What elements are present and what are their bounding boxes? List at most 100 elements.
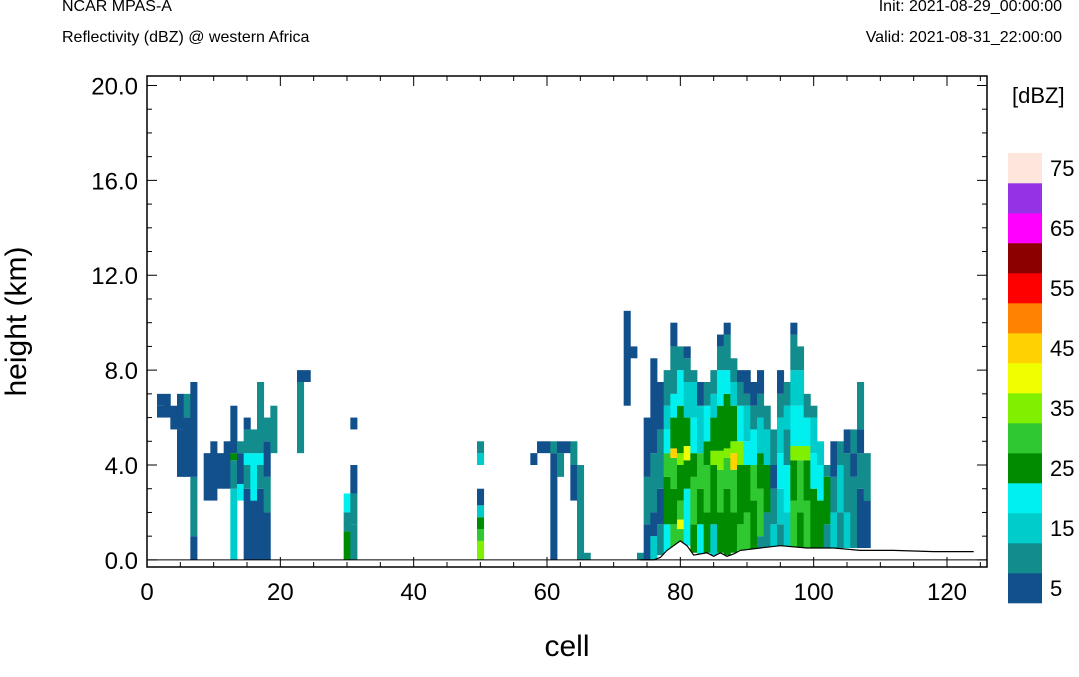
reflectivity-cell	[263, 417, 271, 442]
reflectivity-cell	[250, 500, 258, 560]
reflectivity-cell	[683, 488, 691, 546]
reflectivity-cell	[690, 381, 698, 418]
terrain-fill	[640, 540, 974, 567]
reflectivity-cell	[230, 488, 238, 560]
reflectivity-cell	[723, 488, 731, 556]
reflectivity-cell	[830, 512, 838, 549]
reflectivity-cell	[857, 429, 865, 454]
reflectivity-cell	[583, 552, 591, 560]
reflectivity-cell	[263, 512, 271, 560]
reflectivity-cell	[757, 453, 765, 489]
reflectivity-cell	[350, 524, 358, 560]
x-tick-label: 100	[794, 579, 834, 606]
reflectivity-cell	[657, 429, 665, 489]
reflectivity-cell	[830, 476, 838, 513]
reflectivity-cell	[263, 441, 271, 477]
colorbar-swatch	[1008, 543, 1042, 574]
reflectivity-cell	[777, 370, 785, 394]
reflectivity-cell	[670, 393, 678, 418]
colorbar-label: 55	[1050, 276, 1074, 301]
reflectivity-cell	[737, 370, 745, 382]
reflectivity-cell	[677, 370, 685, 406]
reflectivity-cell	[663, 476, 671, 525]
reflectivity-cell	[350, 465, 358, 494]
reflectivity-cell	[683, 358, 691, 382]
reflectivity-cell	[803, 393, 811, 418]
reflectivity-cell	[190, 381, 198, 477]
reflectivity-cell	[777, 524, 785, 546]
colorbar-swatch	[1008, 513, 1042, 544]
reflectivity-cell	[717, 469, 725, 513]
reflectivity-cell	[857, 488, 865, 549]
colorbar-swatch	[1008, 183, 1042, 214]
reflectivity-cell	[823, 524, 831, 549]
colorbar-swatch	[1008, 243, 1042, 274]
reflectivity-cell	[757, 370, 765, 394]
reflectivity-cell	[703, 512, 711, 553]
reflectivity-cell	[690, 370, 698, 382]
reflectivity-cell	[683, 346, 691, 359]
reflectivity-cell	[723, 457, 731, 489]
reflectivity-cell	[803, 446, 811, 461]
reflectivity-cell	[703, 465, 711, 513]
colorbar-swatch	[1008, 333, 1042, 364]
colorbar-label: 35	[1050, 396, 1074, 421]
colorbar-swatch	[1008, 213, 1042, 244]
reflectivity-cell	[670, 322, 678, 347]
reflectivity-cell	[230, 460, 238, 489]
reflectivity-cell	[743, 393, 751, 406]
reflectivity-cell	[677, 465, 685, 501]
reflectivity-cell	[230, 405, 238, 454]
reflectivity-cell	[530, 453, 538, 465]
reflectivity-cell	[650, 536, 658, 560]
reflectivity-cell	[203, 453, 211, 501]
reflectivity-cell	[630, 346, 638, 359]
x-tick-label: 80	[667, 579, 694, 606]
reflectivity-cell	[663, 405, 671, 430]
y-tick-label: 16.0	[91, 168, 138, 195]
colorbar-swatch	[1008, 363, 1042, 394]
y-tick-label: 4.0	[105, 453, 138, 480]
reflectivity-cell	[243, 453, 251, 465]
reflectivity-cell	[177, 429, 185, 477]
reflectivity-cell	[810, 453, 818, 489]
reflectivity-cell	[350, 417, 358, 430]
reflectivity-cell	[810, 417, 818, 454]
reflectivity-cell	[717, 346, 725, 371]
reflectivity-cell	[250, 453, 258, 501]
reflectivity-cell	[157, 405, 165, 418]
reflectivity-cell	[803, 500, 811, 549]
reflectivity-cell	[790, 322, 798, 335]
reflectivity-cell	[710, 524, 718, 556]
reflectivity-cell	[677, 500, 685, 520]
reflectivity-cell	[683, 460, 691, 489]
reflectivity-cell	[850, 429, 858, 454]
init-time: Init: 2021-08-29_00:00:00	[878, 0, 1062, 15]
reflectivity-cell	[163, 393, 171, 418]
field-subtitle: Reflectivity (dBZ) @ western Africa	[62, 29, 310, 46]
reflectivity-cell	[670, 346, 678, 394]
y-tick-label: 20.0	[91, 73, 138, 100]
reflectivity-cell	[857, 381, 865, 430]
reflectivity-cell	[670, 457, 678, 489]
reflectivity-cell	[730, 405, 738, 442]
reflectivity-cell	[850, 476, 858, 549]
reflectivity-cell	[717, 370, 725, 406]
reflectivity-cell	[850, 453, 858, 477]
reflectivity-cell	[770, 465, 778, 489]
reflectivity-cell	[690, 453, 698, 477]
reflectivity-cell	[790, 460, 798, 501]
reflectivity-cell	[190, 536, 198, 560]
reflectivity-cell	[737, 405, 745, 442]
reflectivity-cell	[763, 512, 771, 549]
reflectivity-cell	[757, 417, 765, 454]
y-axis: 0.0 4.0 8.0 12.0 16.0 20.0	[91, 73, 987, 575]
reflectivity-cell	[697, 405, 705, 454]
reflectivity-cell	[677, 519, 685, 530]
reflectivity-cell	[303, 370, 311, 382]
reflectivity-cell	[477, 505, 485, 518]
reflectivity-cell	[570, 441, 578, 466]
reflectivity-cell	[770, 524, 778, 549]
reflectivity-cell	[743, 512, 751, 551]
reflectivity-cell	[243, 465, 251, 489]
